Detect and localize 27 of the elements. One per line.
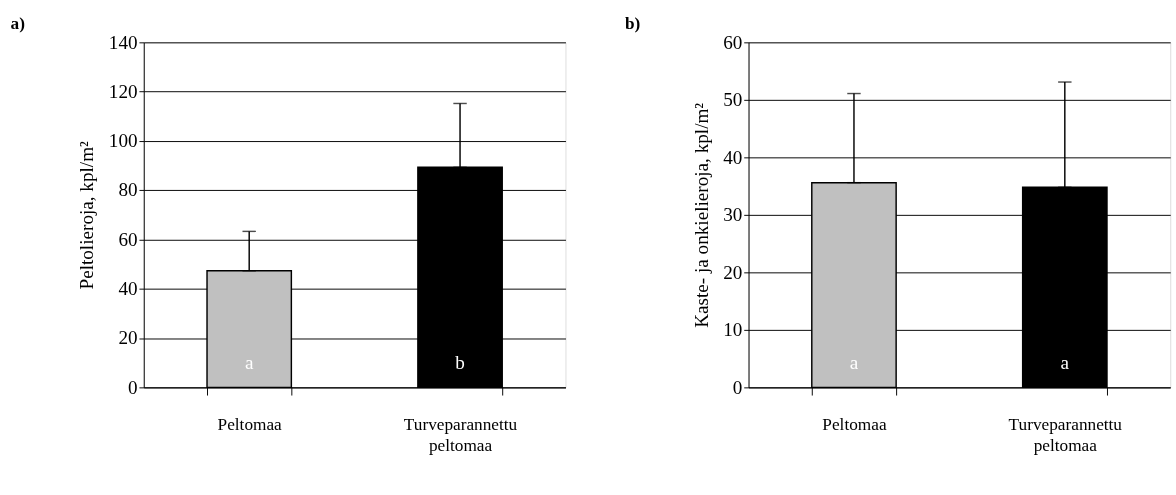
chart-title: a) — [10, 13, 25, 33]
y-tick-label: 50 — [723, 89, 743, 111]
y-tick-label: 80 — [118, 179, 138, 201]
y-tick-label: 30 — [723, 204, 743, 226]
annotation: a — [1060, 352, 1070, 374]
annotation: b — [455, 352, 465, 374]
y-axis-title: Peltolieroja, kpl/m² — [76, 140, 98, 290]
y-tick-label: 120 — [108, 80, 138, 102]
y-tick-label: 10 — [723, 319, 743, 341]
y-tick-label: 0 — [127, 376, 138, 398]
x-tick-label: Turveparannettu peltomaa — [1008, 415, 1123, 456]
x-tick-label: Peltomaa — [217, 415, 283, 435]
annotation: a — [849, 352, 859, 374]
x-tick-label: Turveparannettu peltomaa — [403, 415, 518, 456]
y-tick-label: 20 — [118, 327, 138, 349]
y-tick-label: 60 — [118, 228, 138, 250]
y-tick-label: 40 — [118, 278, 138, 300]
y-tick-label: 40 — [723, 146, 743, 168]
y-tick-label: 20 — [723, 261, 743, 283]
chart-title: b) — [624, 13, 641, 33]
annotation: a — [244, 352, 254, 374]
y-tick-label: 100 — [108, 130, 138, 152]
y-tick-label: 140 — [108, 31, 138, 53]
y-tick-label: 0 — [732, 376, 743, 398]
x-tick-label: Peltomaa — [822, 415, 887, 435]
y-axis-title: Kaste- ja onkielieroja, kpl/m² — [690, 102, 712, 328]
y-tick-label: 60 — [723, 31, 743, 53]
